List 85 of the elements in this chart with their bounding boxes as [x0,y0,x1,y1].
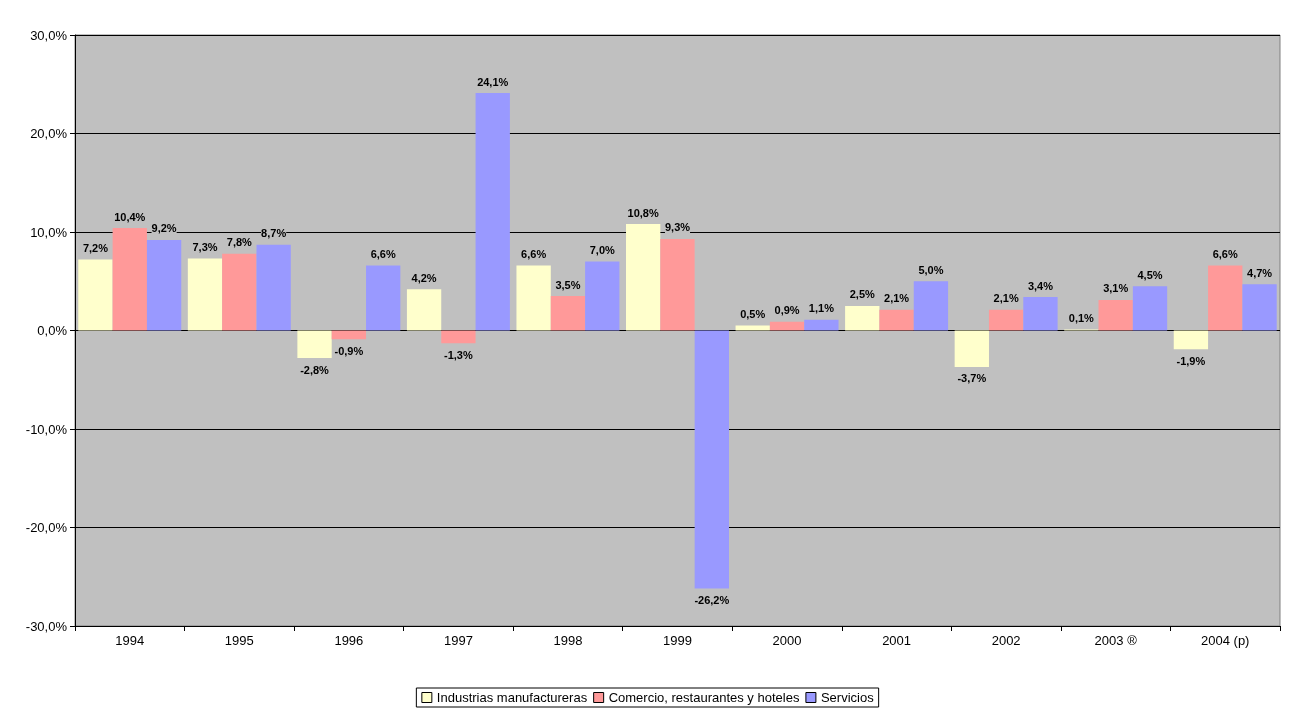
data-label: 10,4% [114,210,146,223]
data-label: 3,4% [1027,279,1054,292]
bar [222,253,257,331]
data-label: 0,9% [774,304,800,317]
data-label: 5,0% [918,263,944,276]
x-tick-label: 1994 [115,633,145,648]
legend-label: Servicios [820,690,875,705]
bar [187,258,223,331]
data-label: 0,1% [1068,312,1095,325]
x-tick-label: 2000 [772,633,802,648]
x-tick-label: 1998 [553,633,583,648]
bar [913,281,949,331]
bar [845,305,880,331]
legend-label: Comercio, restaurantes y hoteles [608,690,800,705]
x-tick-label: 2004 (p) [1201,633,1250,648]
data-label: -1,3% [444,348,473,361]
y-tick-label: -20,0% [25,520,68,535]
data-label: 7,2% [82,242,109,255]
x-tick-label: 1995 [224,633,254,648]
data-label: 0,5% [740,308,766,321]
bar [475,93,510,331]
bar [366,265,401,331]
data-label: 1,1% [808,302,835,315]
bar [1098,299,1133,331]
y-tick-label: -30,0% [25,618,68,634]
bar [256,244,291,331]
x-tick-label: 2001 [882,633,912,648]
data-label: -3,7% [957,372,987,385]
bar [516,265,551,331]
bar [550,296,586,331]
y-tick-label: 30,0% [30,27,68,43]
data-label: 2,1% [884,292,910,305]
data-label: 7,0% [589,244,616,257]
bar [1242,284,1277,331]
bar [954,330,989,367]
bar [660,238,695,331]
data-label: 6,6% [521,247,547,260]
data-label: 4,7% [1247,266,1273,279]
bar [1023,297,1058,331]
data-label: -1,9% [1176,354,1206,367]
bar [735,325,770,331]
data-label: 9,3% [664,221,691,234]
data-label: -26,2% [694,594,730,607]
data-label: 6,6% [370,247,396,260]
bar [769,321,805,331]
bar [585,261,620,331]
data-label: 3,1% [1103,282,1129,295]
bar [1208,265,1243,331]
bar [1173,330,1209,350]
x-tick-label: 1999 [663,633,692,648]
data-label: 7,3% [192,241,218,254]
bar [78,259,113,331]
legend-label: Industrias manufactureras [436,690,588,705]
data-label: 3,5% [555,278,581,291]
data-label: 2,1% [993,292,1019,305]
bar [297,330,332,359]
x-tick-label: 2002 [991,633,1021,648]
x-tick-label: 2003 ® [1094,633,1138,648]
bar [804,319,839,331]
y-tick-label: -10,0% [25,421,68,437]
bar [146,239,182,331]
data-label: 10,8% [627,206,659,219]
data-label: 7,8% [226,236,253,249]
data-label: 8,7% [261,227,287,240]
data-label: 4,2% [411,271,437,284]
y-tick-label: 0,0% [37,323,68,338]
data-label: -2,8% [300,363,330,376]
y-tick-label: 10,0% [30,224,68,240]
bar [112,228,147,331]
bar [406,289,442,331]
y-tick-label: 20,0% [30,126,68,141]
x-tick-label: 1997 [443,633,473,648]
data-label: 2,5% [849,288,876,301]
x-tick-label: 1996 [334,633,364,648]
bar [694,330,729,589]
bar [1132,286,1168,331]
data-label: 9,2% [151,222,177,235]
data-label: 4,5% [1137,268,1163,281]
bar [879,309,914,331]
data-label: 6,6% [1212,247,1238,260]
bar [626,224,661,331]
bar [441,330,476,344]
data-label: -0,9% [334,344,364,357]
bar [988,309,1024,331]
data-label: 24,1% [477,75,509,88]
